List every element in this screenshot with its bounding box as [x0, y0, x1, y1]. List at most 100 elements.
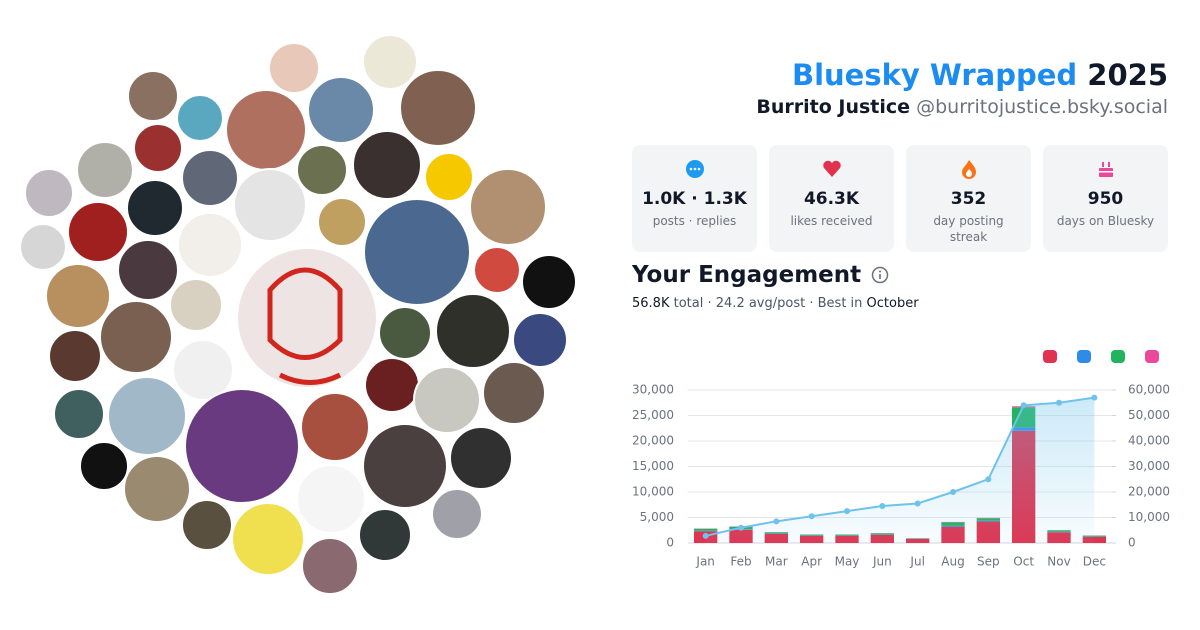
avatars: [19, 34, 577, 595]
x-tick-label: Nov: [1047, 555, 1070, 569]
profile: Burrito Justice @burritojustice.bsky.soc…: [756, 96, 1168, 118]
stat-card: 950 days on Bluesky: [1043, 145, 1168, 252]
line-point: [702, 532, 709, 539]
total-value: 56.8K: [632, 296, 670, 311]
bar-segment: [976, 518, 1000, 521]
bar-segment: [729, 529, 753, 530]
average: 24.2 avg/post: [715, 296, 806, 311]
line-point: [808, 513, 815, 520]
bar-segment: [1047, 530, 1071, 532]
bar-segment: [870, 534, 894, 543]
x-tick-label: Aug: [941, 555, 964, 569]
y-tick-label: 30,000: [632, 383, 674, 397]
bar-segment: [1012, 407, 1036, 428]
line-area: [705, 397, 1095, 543]
info-icon[interactable]: [871, 266, 889, 284]
x-tick-label: Sep: [977, 555, 1000, 569]
y2-tick-label: 10,000: [1128, 510, 1170, 524]
x-tick-label: Oct: [1013, 555, 1034, 569]
stat-card: 46.3K likes received: [769, 145, 894, 252]
y2-tick-label: 50,000: [1128, 408, 1170, 422]
x-tick-label: Jan: [695, 555, 715, 569]
line-point: [879, 503, 886, 510]
bar-segment: [835, 534, 859, 536]
x-tick-label: Mar: [765, 555, 788, 569]
stat-label: day posting streak: [933, 214, 1004, 244]
bar-segment: [764, 533, 788, 543]
line-point: [985, 476, 992, 483]
line-point: [914, 500, 921, 507]
y-tick-label: 25,000: [632, 408, 674, 422]
bar-segment: [694, 530, 718, 532]
x-tick-label: Jun: [872, 555, 892, 569]
bar-segment: [1082, 535, 1106, 537]
bar-segment: [729, 529, 753, 543]
stat-card: 352 day posting streak: [906, 145, 1031, 252]
legend-swatch: [1111, 350, 1125, 363]
y-tick-label: 0: [666, 536, 674, 550]
bar-segment: [694, 528, 718, 531]
bar-segment: [1082, 536, 1106, 543]
bar-segment: [729, 526, 753, 530]
stat-value: 46.3K: [803, 189, 860, 209]
stat-label: likes received: [790, 214, 873, 228]
bar-segment: [941, 525, 965, 527]
y-tick-label: 15,000: [632, 459, 674, 473]
bar-segment: [1012, 427, 1036, 431]
stat-cards: 1.0K · 1.3K posts · replies 46.3K likes …: [632, 145, 1168, 252]
y2-tick-label: 60,000: [1128, 383, 1170, 397]
bar-segment: [941, 522, 965, 526]
best-month: October: [866, 296, 919, 311]
legend-swatch: [1145, 350, 1159, 363]
x-tick-label: Apr: [801, 555, 822, 569]
line-point: [738, 524, 744, 531]
cumulative-line: [705, 396, 1095, 537]
line-point: [950, 489, 956, 495]
line-point: [773, 518, 780, 525]
bar-segment: [976, 520, 1000, 522]
line-point: [1056, 399, 1062, 406]
best-label: Best in: [817, 296, 863, 311]
stat-value: 950: [1087, 189, 1124, 209]
title-year: 2025: [1087, 58, 1168, 92]
engagement: Your Engagement 56.8K total 24.2 avg/post…: [632, 262, 919, 311]
total-label: total: [673, 296, 704, 311]
posts-icon: [685, 160, 704, 178]
y2-tick-label: 20,000: [1128, 485, 1170, 499]
bar-segment: [906, 538, 930, 543]
bar-segment: [1047, 532, 1071, 543]
y2-tick-label: 30,000: [1128, 459, 1170, 473]
bar-segment: [800, 535, 824, 543]
bar-segment: [835, 535, 859, 543]
line-point: [1020, 402, 1027, 409]
x-tick-label: May: [835, 555, 860, 569]
engagement-summary: 56.8K total 24.2 avg/post Best in October: [632, 296, 919, 311]
header: Bluesky Wrapped 2025 Burrito Justice @bu…: [756, 56, 1168, 118]
avatar-cloud: [19, 34, 577, 595]
bar-segment: [1012, 430, 1036, 543]
bar-segment: [906, 538, 930, 539]
avatar-sketch: [267, 267, 343, 385]
y-tick-label: 20,000: [632, 434, 674, 448]
stat-label: days on Bluesky: [1056, 214, 1155, 228]
engagement-heading: Your Engagement: [632, 262, 919, 288]
legend-swatch: [1043, 350, 1057, 363]
bar-segment: [764, 532, 788, 534]
x-tick-label: Feb: [730, 555, 751, 569]
cake-icon: [1098, 162, 1113, 177]
display-name: Burrito Justice: [756, 96, 911, 118]
line-point: [844, 508, 850, 515]
bar-segment: [976, 521, 1000, 543]
stat-label: posts · replies: [652, 214, 737, 228]
bar-segment: [694, 531, 718, 543]
x-tick-label: Dec: [1083, 555, 1106, 569]
y-tick-label: 5,000: [640, 510, 674, 524]
streak-icon: [961, 160, 976, 179]
stat-card: 1.0K · 1.3K posts · replies: [632, 145, 757, 252]
bar-segment: [941, 526, 965, 543]
stat-value: 352: [950, 189, 987, 209]
bar-segment: [870, 533, 894, 535]
bar-segment: [1012, 406, 1036, 408]
legend: [1043, 350, 1159, 363]
title: Bluesky Wrapped 2025: [756, 56, 1168, 94]
